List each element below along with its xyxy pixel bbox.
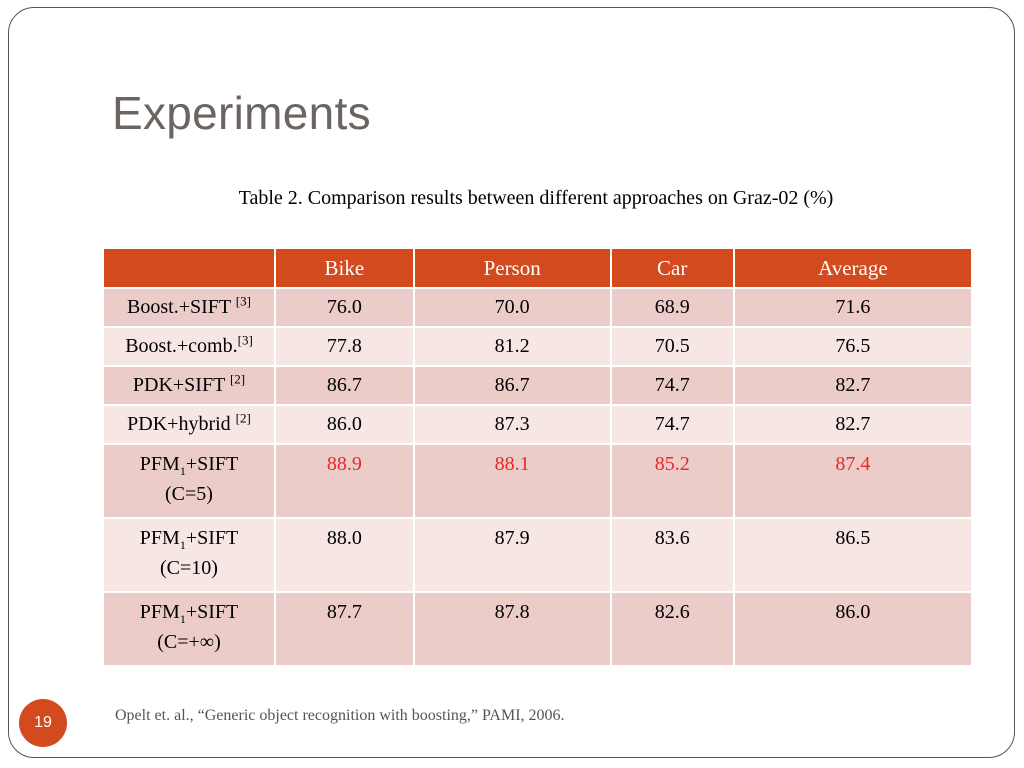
row-label-method: PFM [139, 601, 180, 623]
row-label-text: Boost.+comb. [125, 335, 238, 357]
slide-title: Experiments [112, 87, 371, 139]
row-label-text: PFM1+SIFT [139, 527, 239, 552]
cell-bike: 86.7 [274, 365, 415, 406]
cell-average: 71.6 [732, 287, 974, 328]
cell-average: 87.4 [732, 443, 974, 519]
row-label-feature: +SIFT [185, 601, 239, 623]
row-label-subscript: 1 [179, 538, 186, 552]
row-label-feature: +SIFT [185, 453, 239, 475]
row-label: PFM1+SIFT (C=5) [102, 443, 276, 519]
row-label-text: PDK+hybrid [127, 413, 236, 435]
row-label-text: Boost.+SIFT [127, 296, 236, 318]
table-caption: Table 2. Comparison results between diff… [238, 187, 834, 209]
citation-footnote: Opelt et. al., “Generic object recogniti… [115, 707, 565, 724]
cell-car: 68.9 [609, 287, 735, 328]
cell-bike: 76.0 [274, 287, 415, 328]
row-label-method: PFM [139, 527, 180, 549]
table-row: PDK+hybrid [2] 86.0 87.3 74.7 82.7 [102, 404, 974, 445]
row-label: Boost.+SIFT [3] [102, 287, 276, 328]
table-row: Boost.+comb.[3] 77.8 81.2 70.5 76.5 [102, 326, 974, 367]
row-label-param: (C=5) [165, 483, 213, 505]
cell-person: 88.1 [412, 443, 612, 519]
cell-average: 82.7 [732, 404, 974, 445]
table-row: PDK+SIFT [2] 86.7 86.7 74.7 82.7 [102, 365, 974, 406]
cell-car: 82.6 [609, 591, 735, 667]
citation-ref: [2] [229, 371, 246, 387]
cell-person: 81.2 [412, 326, 612, 367]
row-label-feature: +SIFT [185, 527, 239, 549]
cell-person: 87.8 [412, 591, 612, 667]
row-label: Boost.+comb.[3] [102, 326, 276, 367]
cell-bike: 88.9 [274, 443, 415, 519]
cell-car: 70.5 [609, 326, 735, 367]
header-cell-empty [102, 247, 276, 289]
row-label-param: (C=+∞) [157, 631, 221, 653]
table-row: PFM1+SIFT (C=+∞) 87.7 87.8 82.6 86.0 [102, 591, 974, 667]
table-row: PFM1+SIFT (C=10) 88.0 87.9 83.6 86.5 [102, 517, 974, 593]
row-label: PDK+hybrid [2] [102, 404, 276, 445]
citation-ref: [3] [235, 293, 251, 309]
row-label: PDK+SIFT [2] [102, 365, 276, 406]
header-cell-bike: Bike [274, 247, 415, 289]
cell-car: 74.7 [609, 404, 735, 445]
row-label-text: PFM1+SIFT [139, 601, 239, 626]
row-label-text: PDK+SIFT [132, 374, 230, 396]
cell-bike: 87.7 [274, 591, 415, 667]
table-header-row: Bike Person Car Average [102, 247, 974, 289]
cell-bike: 77.8 [274, 326, 415, 367]
row-label-text: PFM1+SIFT [139, 453, 239, 478]
cell-average: 86.0 [732, 591, 974, 667]
cell-average: 86.5 [732, 517, 974, 593]
row-label-subscript: 1 [179, 612, 186, 626]
page-number-badge: 19 [19, 699, 67, 747]
cell-car: 83.6 [609, 517, 735, 593]
table-row-highlighted: PFM1+SIFT (C=5) 88.9 88.1 85.2 87.4 [102, 443, 974, 519]
citation-ref: [2] [235, 410, 251, 426]
cell-person: 87.3 [412, 404, 612, 445]
row-label-method: PFM [139, 453, 180, 475]
cell-person: 87.9 [412, 517, 612, 593]
cell-person: 86.7 [412, 365, 612, 406]
slide-frame [8, 7, 1015, 758]
cell-average: 76.5 [732, 326, 974, 367]
header-cell-car: Car [609, 247, 735, 289]
cell-average: 82.7 [732, 365, 974, 406]
row-label-param: (C=10) [160, 557, 218, 579]
cell-car: 74.7 [609, 365, 735, 406]
row-label-subscript: 1 [179, 464, 186, 478]
cell-car: 85.2 [609, 443, 735, 519]
table-row: Boost.+SIFT [3] 76.0 70.0 68.9 71.6 [102, 287, 974, 328]
cell-bike: 88.0 [274, 517, 415, 593]
cell-bike: 86.0 [274, 404, 415, 445]
row-label: PFM1+SIFT (C=+∞) [102, 591, 276, 667]
row-label: PFM1+SIFT (C=10) [102, 517, 276, 593]
cell-person: 70.0 [412, 287, 612, 328]
results-table: Bike Person Car Average Boost.+SIFT [3] … [102, 247, 974, 667]
header-cell-person: Person [412, 247, 612, 289]
header-cell-average: Average [732, 247, 974, 289]
citation-ref: [3] [237, 332, 253, 348]
